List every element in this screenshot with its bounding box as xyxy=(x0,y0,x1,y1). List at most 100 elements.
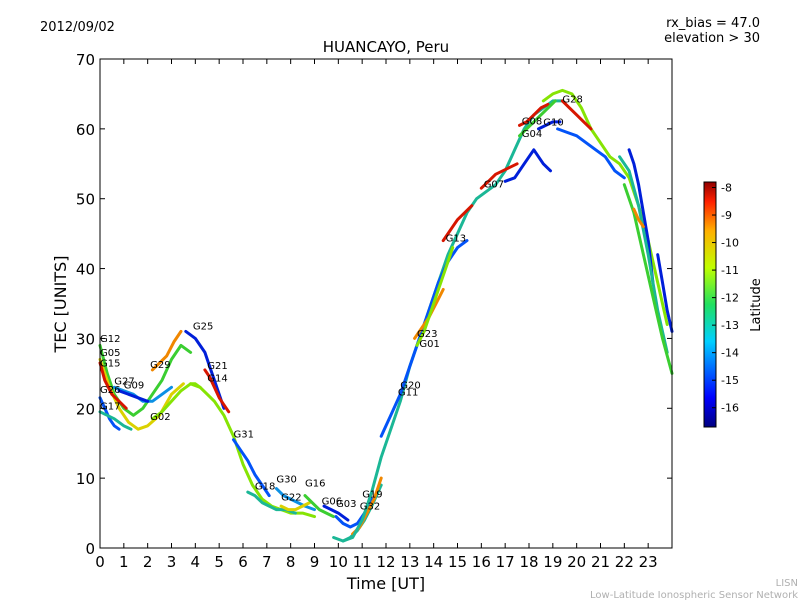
elevation-label: elevation > 30 xyxy=(664,31,760,46)
satellite-label-g05: G05 xyxy=(100,348,120,359)
chart-title: HUANCAYO, Peru xyxy=(323,38,449,56)
x-tick-label: 10 xyxy=(329,553,348,571)
x-tick-label: 1 xyxy=(119,553,129,571)
series-line-g25 xyxy=(184,329,226,410)
colorbar-label: Latitude xyxy=(749,278,764,332)
series-line-g28b xyxy=(560,99,593,131)
satellite-label-g04: G04 xyxy=(522,129,542,140)
colorbar-tick-label: -10 xyxy=(721,237,739,250)
org-long-label: Low-Latitude Ionospheric Sensor Network xyxy=(590,590,798,600)
satellite-label-g20: G20 xyxy=(400,381,420,392)
x-tick-label: 19 xyxy=(543,553,562,571)
series-line-g15b xyxy=(627,148,655,284)
colorbar-tick-label: -16 xyxy=(721,402,739,415)
colorbar-tick-label: -12 xyxy=(721,292,739,305)
series-line-g15 xyxy=(98,361,128,410)
x-tick-label: 22 xyxy=(615,553,634,571)
x-tick-label: 21 xyxy=(591,553,610,571)
satellite-label-g28: G28 xyxy=(562,94,582,105)
x-axis-label: Time [UT] xyxy=(346,574,425,593)
series-line-g29 xyxy=(150,329,183,372)
series-line-g06 xyxy=(322,504,350,522)
colorbar-tick-label: -9 xyxy=(721,209,732,222)
satellite-label-g01: G01 xyxy=(419,339,439,350)
satellite-label-g02: G02 xyxy=(150,412,170,423)
series-layer xyxy=(98,88,674,543)
x-tick-label: 11 xyxy=(353,553,372,571)
series-line-g26 xyxy=(98,396,121,431)
x-tick-label: 7 xyxy=(262,553,272,571)
x-tick-label: 15 xyxy=(448,553,467,571)
colorbar-tick-label: -8 xyxy=(721,182,732,195)
satellite-label-g03: G03 xyxy=(336,499,356,510)
x-tick-label: 8 xyxy=(286,553,296,571)
colorbar-tick-label: -11 xyxy=(721,264,739,277)
x-tick-label: 16 xyxy=(472,553,491,571)
satellite-label-g21: G21 xyxy=(207,361,227,372)
satellite-label-g18: G18 xyxy=(255,481,275,492)
org-short-label: LISN xyxy=(776,578,798,589)
series-line-g22b xyxy=(556,127,626,180)
satellite-label-g29: G29 xyxy=(150,360,170,371)
series-line-g12b xyxy=(618,155,669,354)
axis-ticks: 0 1 2 3 4 5 6 7 8 9 10 11 12 13 14 15 16 17 18 19 20 21 22 2301… xyxy=(76,51,672,571)
x-tick-label: 3 xyxy=(167,553,177,571)
colorbar-tick-label: -15 xyxy=(721,374,739,387)
series-line-g08 xyxy=(518,102,550,127)
x-tick-label: 23 xyxy=(639,553,658,571)
y-tick-label: 50 xyxy=(76,191,95,209)
satellite-label-g31: G31 xyxy=(234,430,254,441)
series-line-g13 xyxy=(441,204,474,243)
series-line-g21 xyxy=(203,368,231,414)
y-tick-label: 40 xyxy=(76,261,95,279)
satellite-label-g11: G11 xyxy=(398,388,418,399)
series-line-g31b xyxy=(656,253,674,333)
series-line-g01 xyxy=(415,246,455,347)
colorbar-ticks: -8 -9 -10 -11 -12 -13 -14 -15 -16 xyxy=(712,182,739,415)
satellite-label-g25: G25 xyxy=(193,321,213,332)
satellite-label-g16: G16 xyxy=(305,479,325,490)
satellite-label-g27: G27 xyxy=(114,377,134,388)
y-tick-label: 60 xyxy=(76,121,95,139)
series-line-g31 xyxy=(232,438,271,498)
series-line-g12 xyxy=(98,343,193,417)
x-tick-label: 14 xyxy=(424,553,443,571)
series-line-g09 xyxy=(117,389,150,403)
series-line-g30 xyxy=(274,487,316,512)
satellite-label-g22: G22 xyxy=(281,493,301,504)
satellite-label-g06: G06 xyxy=(322,497,342,508)
y-tick-label: 20 xyxy=(76,400,95,418)
x-tick-label: 4 xyxy=(191,553,201,571)
x-tick-label: 20 xyxy=(567,553,586,571)
x-tick-label: 6 xyxy=(238,553,248,571)
plot-frame xyxy=(99,58,673,549)
rx-bias-label: rx_bias = 47.0 xyxy=(666,16,760,31)
satellite-label-g10: G10 xyxy=(543,117,563,128)
series-line-g20 xyxy=(332,99,564,543)
satellite-label-g09: G09 xyxy=(124,381,144,392)
x-tick-label: 9 xyxy=(310,553,320,571)
satellite-label-g17: G17 xyxy=(100,402,120,413)
x-tick-label: 12 xyxy=(376,553,395,571)
satellite-label-g13: G13 xyxy=(446,233,466,244)
colorbar-tick-label: -14 xyxy=(721,347,739,360)
colorbar-tick-label: -13 xyxy=(721,319,739,332)
series-line-g10 xyxy=(537,120,562,131)
x-tick-label: 18 xyxy=(519,553,538,571)
series-line-g21b xyxy=(632,207,645,229)
satellite-label-g08: G08 xyxy=(522,117,542,128)
x-tick-label: 5 xyxy=(214,553,224,571)
date-label: 2012/09/02 xyxy=(40,20,115,35)
series-line-g25b xyxy=(622,183,674,375)
series-line-g04 xyxy=(518,99,557,138)
satellite-label-g07: G07 xyxy=(484,180,504,191)
satellite-label-g30: G30 xyxy=(276,474,296,485)
x-tick-label: 0 xyxy=(95,553,105,571)
series-line-g22 xyxy=(279,501,312,512)
series-line-g07 xyxy=(479,162,519,190)
y-axis-label: TEC [UNITS] xyxy=(51,256,70,354)
x-tick-label: 17 xyxy=(496,553,515,571)
y-tick-label: 30 xyxy=(76,330,95,348)
